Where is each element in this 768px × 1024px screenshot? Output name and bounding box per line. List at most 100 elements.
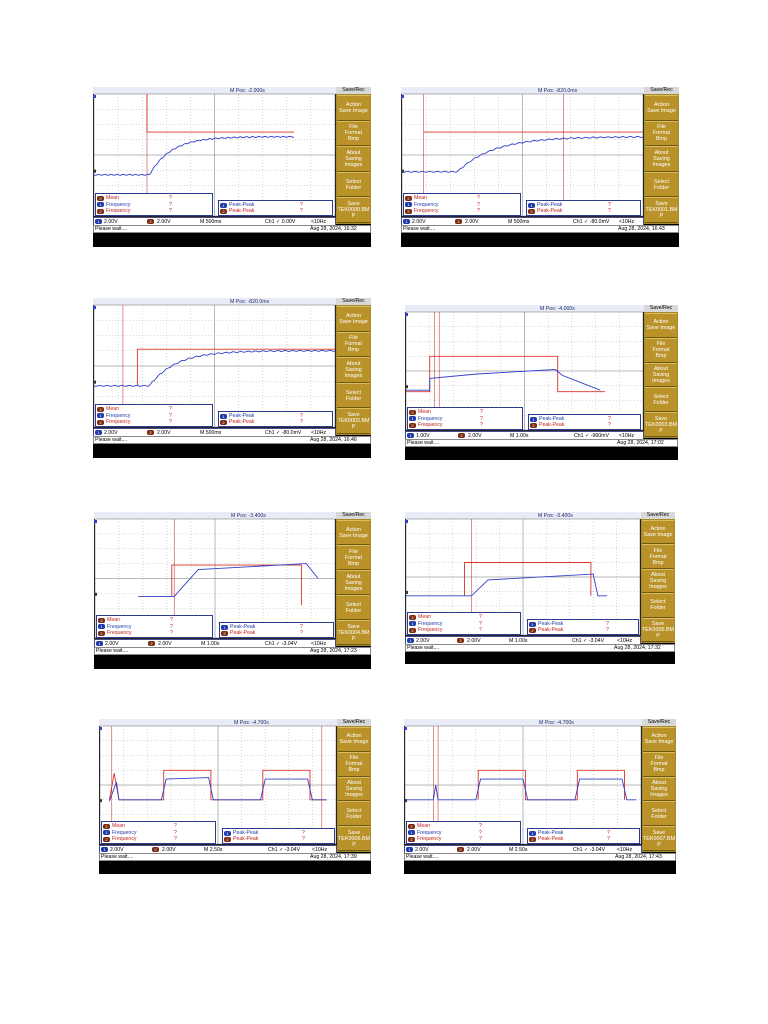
scope-top-bar: M Pos: -2.000s xyxy=(93,87,336,94)
save-label: Save xyxy=(347,623,360,630)
capture-datetime: Aug 28, 2024, 17:39 xyxy=(310,854,357,860)
timebase-readout: M 2.50s xyxy=(509,846,528,853)
channel-1-badge: 1 xyxy=(95,430,102,435)
file-format-button[interactable]: File Format Bmp xyxy=(337,120,370,147)
measurement-row: 2 Frequency? xyxy=(409,627,521,633)
channel-badge: 2 xyxy=(409,627,416,633)
about-saving-images-button[interactable]: About Saving Images xyxy=(645,146,678,172)
measurement-value: ? xyxy=(302,830,305,836)
measurement-row: 2 Mean? xyxy=(97,406,213,412)
measurement-panel-right: 1 Peak-Peak? 2 Peak-Peak? xyxy=(222,828,335,844)
channel-badge: 2 xyxy=(97,195,104,201)
select-folder-button[interactable]: Select Folder xyxy=(337,171,370,198)
channel-2-scale: 2.00V xyxy=(467,846,481,853)
channel-2-badge: 2 xyxy=(457,847,464,852)
action-save-image-button[interactable]: Action Save Image xyxy=(643,727,675,752)
save-file-button[interactable]: Save TEK0003.BM P xyxy=(645,412,677,437)
action-save-image-button[interactable]: Action Save Image xyxy=(645,95,678,121)
oscilloscope-capture-6: M Pos: -3.400s 2 Mean? 1 Frequency? 2 Frequenc… xyxy=(405,512,675,664)
action-save-image-button[interactable]: Action Save Image xyxy=(337,306,370,332)
capture-datetime: Aug 28, 2024, 17:43 xyxy=(615,854,662,860)
select-folder-button[interactable]: Select Folder xyxy=(645,387,677,413)
select-folder-button[interactable]: Select Folder xyxy=(645,171,678,198)
message-bar: Please wait.... Aug 28, 2024, 16:46 xyxy=(93,436,371,444)
measurement-row: 2 Mean? xyxy=(103,823,216,829)
save-file-button[interactable]: Save TEK0007.BM P xyxy=(643,826,675,851)
about-saving-images-button[interactable]: About Saving Images xyxy=(337,146,370,172)
file-format-button[interactable]: File Format Bmp xyxy=(645,120,678,147)
save-file-button[interactable]: Save TEK0002.BM P xyxy=(337,408,370,434)
measurement-row: 2 Frequency? xyxy=(405,208,521,214)
save-file-button[interactable]: Save TEK0001.BM P xyxy=(645,197,678,223)
measurement-row: 2 Mean? xyxy=(409,409,523,415)
measurement-panel-left: 2 Mean? 1 Frequency? 2 Frequency? xyxy=(407,612,521,635)
about-saving-images-button[interactable]: About Saving Images xyxy=(338,776,370,802)
file-format-button[interactable]: File Format Bmp xyxy=(645,337,677,363)
file-format-button[interactable]: File Format Bmp xyxy=(338,751,370,777)
select-folder-button[interactable]: Select Folder xyxy=(337,382,370,409)
message-bar: Please wait.... Aug 28, 2024, 17:32 xyxy=(405,644,675,652)
measurement-row: 2 Mean? xyxy=(97,195,213,201)
file-format-button[interactable]: File Format Bmp xyxy=(642,544,674,569)
file-format-button[interactable]: File Format Bmp xyxy=(337,545,370,570)
action-save-image-button[interactable]: Action Save Image xyxy=(337,520,370,545)
measurement-panel-right: 1 Peak-Peak? 2 Peak-Peak? xyxy=(527,619,639,635)
oscilloscope-capture-2: M Pos: -820.0ms 2 Mean? 1 Frequency? 2 Frequen… xyxy=(401,87,679,247)
message-bar: Please wait.... Aug 28, 2024, 17:39 xyxy=(99,853,371,861)
measurement-value: ? xyxy=(300,624,303,630)
message-bar: Please wait.... Aug 28, 2024, 17:43 xyxy=(404,853,676,861)
save-filename: TEK0002.BM P xyxy=(337,418,370,431)
channel-1-scale: 2.00V xyxy=(412,218,426,225)
measurement-row: 2 Mean? xyxy=(405,195,521,201)
save-filename: TEK0007.BM P xyxy=(642,835,676,848)
select-folder-button[interactable]: Select Folder xyxy=(642,593,674,618)
about-saving-images-button[interactable]: About Saving Images xyxy=(337,570,370,595)
channel-2-scale: 2.00V xyxy=(468,432,482,439)
measurement-row: 1 Frequency? xyxy=(97,413,213,419)
channel-badge: 2 xyxy=(103,823,110,829)
channel-status-bar: 1 1.00V 2 2.00V M 1.00s Ch1 ✓ -960mV <10Hz xyxy=(405,431,644,440)
file-format-button[interactable]: File Format Bmp xyxy=(337,331,370,358)
about-saving-images-button[interactable]: About Saving Images xyxy=(643,776,675,802)
select-folder-button[interactable]: Select Folder xyxy=(337,595,370,620)
menu-header: Save/Rec xyxy=(644,87,679,94)
measurement-label: Peak-Peak xyxy=(538,830,564,836)
save-file-button[interactable]: Save TEK0000.BM P xyxy=(337,197,370,223)
status-message: Please wait.... xyxy=(96,648,129,654)
action-save-image-button[interactable]: Action Save Image xyxy=(338,727,370,752)
about-saving-images-button[interactable]: About Saving Images xyxy=(642,568,674,594)
save-file-button[interactable]: Save TEK0005.BM P xyxy=(642,617,674,642)
measurement-value: ? xyxy=(608,422,611,429)
channel-badge: 1 xyxy=(221,624,228,630)
measurement-value: ? xyxy=(479,627,482,634)
measurement-row: 2 Mean? xyxy=(408,823,521,829)
save-label: Save xyxy=(347,829,361,836)
trigger-frequency-readout: <10Hz xyxy=(312,846,328,853)
select-folder-button[interactable]: Select Folder xyxy=(338,801,370,827)
action-save-image-button[interactable]: Action Save Image xyxy=(645,313,677,338)
about-saving-images-button[interactable]: About Saving Images xyxy=(645,362,677,388)
about-saving-images-button[interactable]: About Saving Images xyxy=(337,357,370,383)
measurement-value: ? xyxy=(606,627,609,634)
action-save-image-button[interactable]: Action Save Image xyxy=(642,520,674,545)
save-file-button[interactable]: Save TEK0004.BM P xyxy=(337,620,370,645)
channel-1-trace xyxy=(138,563,319,597)
channel-2-badge: 2 xyxy=(148,641,155,646)
menu-header: Save/Rec xyxy=(642,719,676,726)
status-message: Please wait.... xyxy=(407,440,440,446)
measurement-value: ? xyxy=(169,419,172,426)
save-file-button[interactable]: Save TEK0006.BM P xyxy=(338,826,370,851)
save-label: Save xyxy=(347,412,360,419)
select-folder-button[interactable]: Select Folder xyxy=(643,801,675,827)
channel-2-scale: 2.00V xyxy=(157,218,171,225)
save-button-content: Save TEK0003.BM P xyxy=(645,416,677,434)
file-format-button[interactable]: File Format Bmp xyxy=(643,751,675,777)
horizontal-position-readout: M Pos: -820.0ms xyxy=(538,87,578,94)
measurement-label: Frequency xyxy=(417,829,442,836)
save-recall-menu: Save/Rec Action Save Image File Format Bmp… xyxy=(644,305,678,438)
measurement-value: ? xyxy=(608,208,611,215)
measurement-label: Frequency xyxy=(418,415,443,422)
measurement-row: 2 Peak-Peak? xyxy=(221,630,334,636)
action-save-image-button[interactable]: Action Save Image xyxy=(337,95,370,121)
measurement-value: ? xyxy=(608,416,611,422)
